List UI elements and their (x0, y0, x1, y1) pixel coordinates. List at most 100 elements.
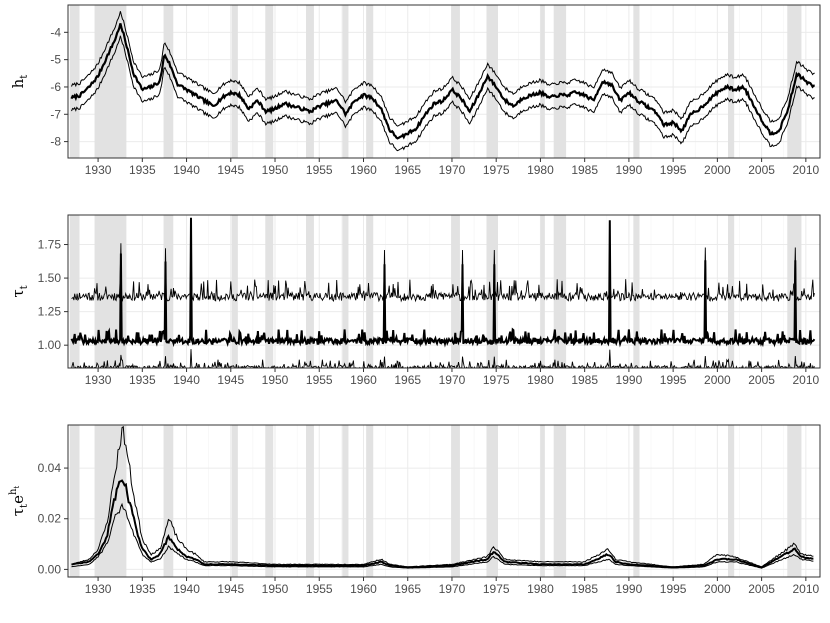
x-tick-label: 1975 (483, 582, 510, 596)
x-tick-label: 1950 (262, 373, 289, 387)
x-tick-label: 1950 (262, 582, 289, 596)
recession-band (265, 215, 274, 368)
recession-band (265, 425, 274, 577)
x-tick-label: 1980 (527, 582, 554, 596)
x-tick-label: 1955 (306, 373, 333, 387)
upper-band-line (71, 11, 815, 127)
lower-band-line (71, 502, 814, 569)
x-tick-label: 2000 (704, 582, 731, 596)
y-tick-label: -5 (50, 53, 61, 67)
x-tick-label: 1935 (129, 582, 156, 596)
plot-background (68, 425, 820, 577)
x-tick-label: 1930 (85, 163, 112, 177)
x-tick-label: 1965 (394, 163, 421, 177)
panel-h-t: 1930 1935 1940 1945 1950 1955 1960 1965 1970 1975… (9, 4, 821, 177)
x-tick-label: 1965 (394, 582, 421, 596)
recession-band (633, 425, 640, 577)
x-tick-label: 2005 (748, 582, 775, 596)
recession-band (69, 5, 80, 158)
recession-band (342, 215, 349, 368)
recession-band (342, 5, 349, 158)
posterior-median-line (71, 479, 814, 569)
x-tick-label: 1940 (173, 373, 200, 387)
series-lines (71, 425, 814, 569)
recession-band (787, 425, 802, 577)
y-tick-label: 0.00 (38, 562, 62, 576)
x-tick-label: 1930 (85, 373, 112, 387)
y-axis-label: τt (9, 285, 30, 297)
x-tick-label: 1995 (660, 582, 687, 596)
series-lines (70, 11, 815, 152)
x-tick-label: 1955 (306, 582, 333, 596)
median-line (70, 23, 815, 140)
y-tick-label: -4 (50, 25, 61, 39)
lower-band-line (71, 35, 815, 152)
x-tick-label: 2005 (748, 373, 775, 387)
recession-band (342, 425, 349, 577)
x-tick-label: 2005 (748, 163, 775, 177)
x-tick-label: 2000 (704, 373, 731, 387)
recession-band (366, 5, 374, 158)
y-axis-label: ht (9, 75, 30, 89)
x-tick-label: 1960 (350, 163, 377, 177)
x-tick-label: 1985 (571, 373, 598, 387)
x-tick-label: 1970 (439, 582, 466, 596)
recession-band (540, 215, 545, 368)
x-tick-label: 1985 (571, 582, 598, 596)
x-tick-label: 1965 (394, 373, 421, 387)
x-tick-label: 1935 (129, 373, 156, 387)
x-tick-label: 2010 (792, 582, 819, 596)
recession-band (727, 5, 735, 158)
x-tick-label: 1960 (350, 582, 377, 596)
panel-tau-t: 1930 1935 1940 1945 1950 1955 1960 1965 1970 1975… (9, 214, 821, 387)
recession-band (163, 425, 174, 577)
x-tick-label: 1930 (85, 582, 112, 596)
x-tick-label: 1940 (173, 163, 200, 177)
y-tick-label: 1.50 (38, 271, 62, 285)
y-tick-label: -8 (50, 135, 61, 149)
recession-band (163, 215, 174, 368)
x-tick-label: 2010 (792, 373, 819, 387)
recession-band (633, 5, 640, 158)
recession-band (366, 215, 374, 368)
recession-band (69, 215, 80, 368)
recession-band (633, 215, 640, 368)
panel-border (67, 4, 821, 159)
x-tick-label: 1975 (483, 373, 510, 387)
x-tick-label: 1980 (527, 163, 554, 177)
panel-border (67, 424, 821, 578)
recession-band (265, 5, 274, 158)
recession-band (305, 215, 314, 368)
recession-band (451, 425, 460, 577)
recession-band (486, 215, 498, 368)
x-tick-label: 1980 (527, 373, 554, 387)
x-tick-label: 1950 (262, 163, 289, 177)
recession-band (727, 425, 735, 577)
upper-band-line (71, 220, 815, 303)
recession-band (451, 215, 460, 368)
x-tick-label: 1990 (616, 373, 643, 387)
y-tick-label: 1.25 (38, 305, 62, 319)
recession-band (540, 425, 545, 577)
x-tick-label: 1955 (306, 163, 333, 177)
recession-band (486, 425, 498, 577)
recession-band (231, 215, 238, 368)
x-tick-label: 1970 (439, 163, 466, 177)
x-tick-label: 1990 (616, 163, 643, 177)
recession-band (69, 425, 80, 577)
series-lines (70, 217, 816, 368)
x-tick-label: 1940 (173, 582, 200, 596)
x-tick-label: 2010 (792, 163, 819, 177)
y-axis-label: τteht (8, 486, 30, 517)
x-tick-label: 1970 (439, 373, 466, 387)
recession-band (366, 425, 374, 577)
x-tick-label: 1935 (129, 163, 156, 177)
x-tick-label: 1945 (217, 373, 244, 387)
x-tick-label: 1985 (571, 163, 598, 177)
recession-band (553, 215, 567, 368)
recession-band (163, 5, 174, 158)
panel-tau-e-h: 1930 1935 1940 1945 1950 1955 1960 1965 1970 1975… (8, 424, 821, 596)
recession-band (727, 215, 735, 368)
x-tick-label: 2000 (704, 163, 731, 177)
